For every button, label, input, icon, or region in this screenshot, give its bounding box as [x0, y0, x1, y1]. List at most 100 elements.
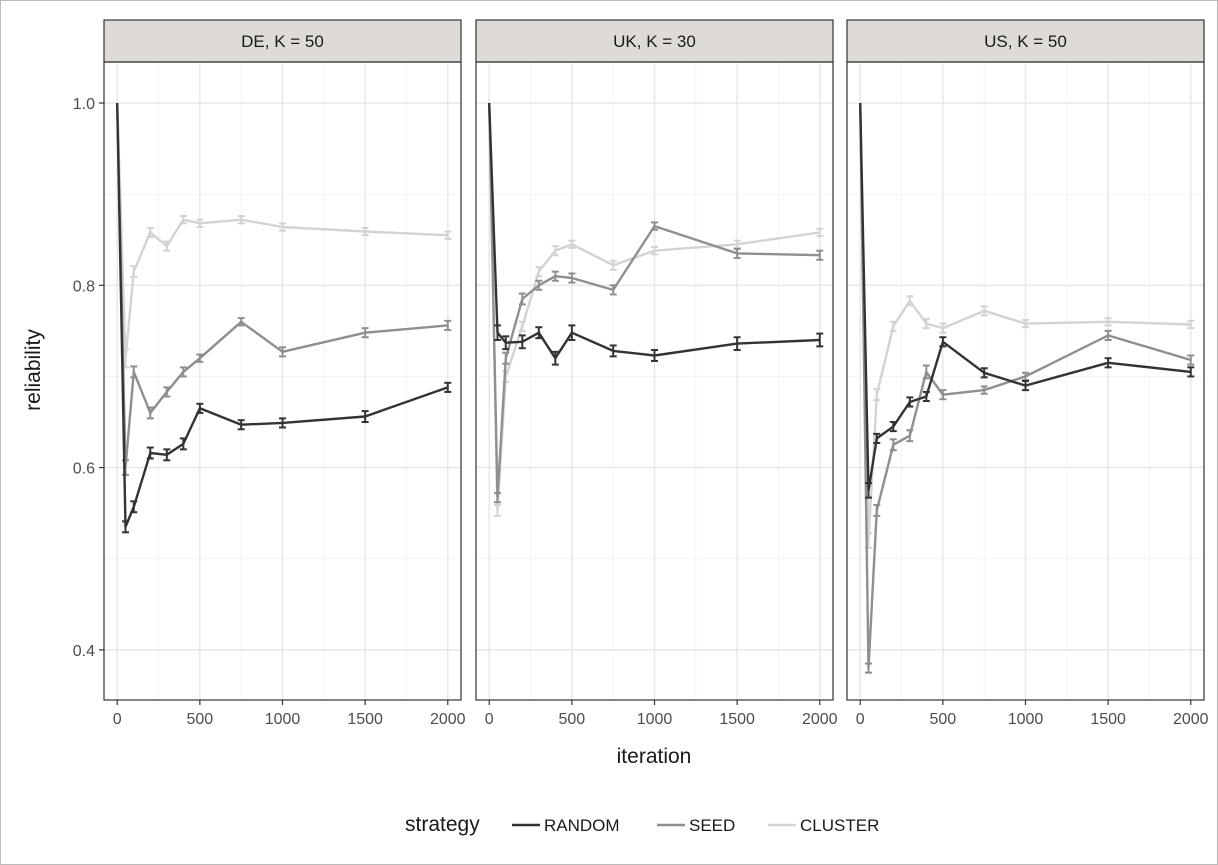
error-bar [146, 226, 154, 238]
error-bar [551, 270, 559, 282]
error-bar [1104, 357, 1112, 369]
series-seed [116, 102, 452, 476]
x-tick-label: 1500 [719, 711, 755, 728]
error-bar [502, 351, 510, 365]
error-bar [493, 492, 501, 504]
error-bar [551, 350, 559, 366]
x-tick-label: 1000 [1008, 711, 1044, 728]
error-bar [535, 326, 543, 340]
error-bar [873, 432, 881, 444]
error-bar [733, 247, 741, 259]
panel-strip-label: DE, K = 50 [241, 32, 324, 51]
error-bar [939, 322, 947, 334]
error-bar [444, 319, 452, 331]
error-bar [889, 438, 897, 452]
panel-3: US, K = 50 0 500 1000 1500 2000 [846, 19, 1209, 728]
error-bar [873, 388, 881, 402]
error-bar [361, 226, 369, 237]
error-bar [518, 334, 526, 350]
x-tick-label: 500 [187, 711, 214, 728]
panel-strip [103, 19, 462, 63]
error-bar [568, 239, 576, 249]
error-bar [980, 385, 988, 395]
error-bar [163, 386, 171, 398]
error-bar [906, 429, 914, 443]
y-tick-label: 0.6 [73, 461, 95, 478]
error-bar [237, 419, 245, 431]
error-bar [1187, 366, 1195, 378]
error-bar [146, 406, 154, 420]
error-bar [163, 448, 171, 462]
y-tick-label: 0.4 [73, 643, 95, 660]
error-bar [493, 324, 501, 341]
error-bar [816, 249, 824, 261]
series-seed [488, 102, 824, 504]
error-bar [873, 503, 881, 517]
error-bar [444, 381, 452, 393]
error-bar [816, 227, 824, 238]
error-bar [196, 402, 204, 414]
legend-label: CLUSTER [800, 816, 879, 835]
error-bar [535, 266, 543, 278]
series-random [116, 102, 452, 534]
axis-titles: reliability iteration [22, 329, 691, 768]
error-bar [889, 421, 897, 433]
x-tick-label: 2000 [802, 711, 838, 728]
error-bar [551, 245, 559, 257]
series-random [488, 102, 824, 366]
error-bar [864, 482, 872, 499]
error-bar [518, 292, 526, 306]
error-bar [146, 446, 154, 460]
x-tick-label: 0 [113, 711, 122, 728]
panel-strip [475, 19, 834, 63]
error-bar [279, 417, 286, 429]
x-tick-label: 0 [485, 711, 494, 728]
x-tick-label: 2000 [1173, 711, 1209, 728]
error-bar [651, 349, 658, 362]
error-bar [816, 332, 824, 348]
series-random [859, 102, 1195, 499]
error-bar [1104, 329, 1112, 341]
error-bar [609, 284, 617, 296]
x-tick-label: 1000 [265, 711, 301, 728]
error-bar [535, 279, 543, 291]
x-tick-label: 1500 [1090, 711, 1126, 728]
error-bar [651, 246, 658, 256]
legend-item-seed: SEED [657, 816, 735, 835]
error-bar [980, 305, 988, 317]
series-seed [859, 102, 1195, 674]
error-bar [651, 221, 658, 231]
error-bar [163, 240, 171, 252]
legend: strategy RANDOM SEED CLUSTER [405, 813, 879, 836]
error-bar [130, 365, 138, 379]
error-bar [279, 346, 286, 358]
legend-title: strategy [405, 813, 480, 836]
error-bar [922, 364, 930, 380]
x-tick-label: 500 [559, 711, 586, 728]
error-bar [130, 265, 138, 279]
legend-label: RANDOM [544, 816, 620, 835]
error-bar [518, 320, 526, 332]
x-axis-title: iteration [617, 745, 692, 768]
error-bar [196, 353, 204, 363]
error-bar [1022, 318, 1029, 329]
error-bar [279, 222, 286, 232]
panel-2: UK, K = 30 0 500 1000 1500 2000 [475, 19, 838, 728]
x-tick-label: 500 [930, 711, 957, 728]
panel-1: DE, K = 50 0 500 1000 1500 2000 0.4 0.6 0.8 1.0 [73, 19, 466, 728]
error-bar [939, 389, 947, 401]
error-bar [1187, 319, 1195, 330]
x-tick-label: 1000 [637, 711, 673, 728]
error-bar [609, 344, 617, 358]
error-bar [130, 500, 138, 514]
y-axis-title: reliability [22, 329, 45, 411]
error-bar [733, 336, 741, 352]
error-bar [922, 318, 930, 330]
error-bar [179, 215, 187, 225]
error-bar [906, 295, 914, 307]
panel-strip [846, 19, 1205, 63]
error-bar [179, 437, 187, 451]
x-tick-label: 1500 [347, 711, 383, 728]
